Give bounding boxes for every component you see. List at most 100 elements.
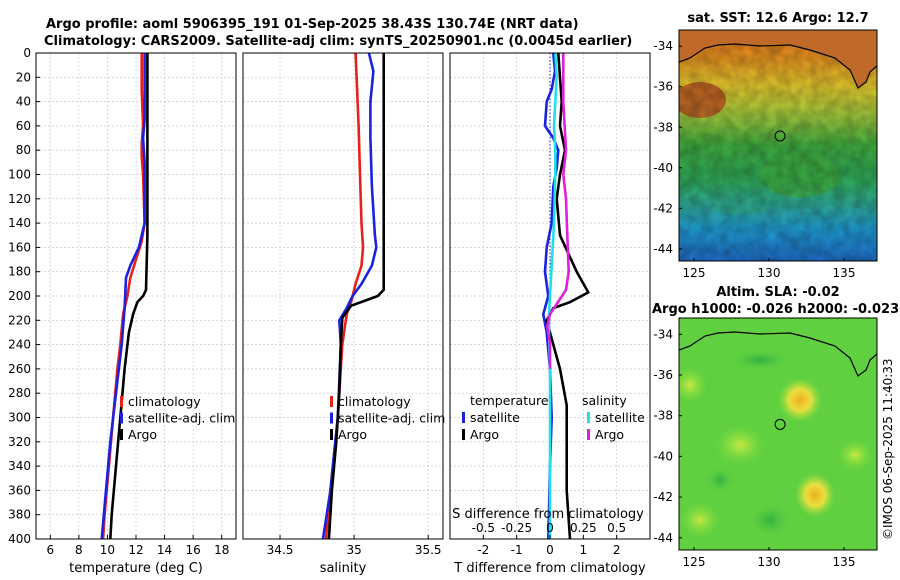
legend-swatch [330, 412, 333, 424]
y-tick-label: 100 [8, 168, 31, 182]
x-tick-label: 10 [100, 543, 115, 557]
sla-map: Altim. SLA: -0.02 Argo h1000: -0.026 h20… [652, 285, 899, 569]
sst-argo-marker [774, 130, 786, 142]
x-tick-label-top: 0.5 [607, 521, 626, 535]
plot-frame [242, 52, 444, 540]
legend-swatch [462, 429, 465, 440]
x-tick-label: 2 [613, 543, 621, 557]
x-tick-label: 1 [580, 543, 588, 557]
legend-label: satellite-adj. clim [338, 411, 445, 426]
x-tick-label: 16 [186, 543, 201, 557]
legend-swatch [587, 412, 590, 423]
sla-eddy [778, 378, 822, 422]
sst-coastline [679, 43, 877, 89]
y-tick-label: 80 [16, 143, 31, 157]
legend-swatch [462, 412, 465, 423]
y-tick-label: 60 [16, 119, 31, 133]
map-y-tick-label: -42 [653, 490, 673, 504]
series-line [545, 53, 571, 369]
y-tick-label: 340 [8, 459, 31, 473]
map-y-tick-label: -42 [653, 201, 673, 215]
sst-texture [679, 30, 877, 261]
imos-timestamp: ©IMOS 06-Sep-2025 11:40:33 [881, 358, 895, 540]
map-x-tick-label: 125 [683, 555, 706, 569]
x-tick-label-top: -0.5 [472, 521, 495, 535]
sla-eddy [680, 502, 720, 538]
map-y-tick-label: -40 [653, 161, 673, 175]
sla-map-axes: 125 130 135 -34 -36 -38 -40 -42 -44 [653, 327, 855, 569]
x-axis-label: T difference from climatology [453, 561, 646, 576]
figure-title-line2: Climatology: CARS2009. Satellite-adj cli… [44, 34, 632, 49]
map-y-tick-label: -36 [653, 368, 673, 382]
map-y-tick-label: -44 [653, 242, 673, 256]
legend-label: Argo [470, 427, 499, 442]
figure-title-line1: Argo profile: aoml 5906395_191 01-Sep-20… [46, 17, 579, 32]
x-tick-label-top: 0.25 [570, 521, 597, 535]
legend-label: climatology [338, 394, 411, 409]
y-tick-label: 360 [8, 483, 31, 497]
sst-map-title: sat. SST: 12.6 Argo: 12.7 [687, 11, 868, 26]
legend-swatch [120, 429, 123, 440]
legend-label: satellite-adj. clim [128, 411, 235, 426]
legend-swatch [120, 396, 123, 407]
x-tick-label: 6 [46, 543, 54, 557]
difference-panel: -2 -1 0 1 2 T difference from climatology temp… [449, 52, 651, 576]
series-line [100, 53, 146, 540]
map-x-tick-label: 135 [833, 266, 856, 280]
map-y-tick-label: -36 [653, 80, 673, 94]
sla-coastline [679, 331, 877, 377]
sla-map-frame [678, 317, 878, 551]
y-tick-label: 380 [8, 508, 31, 522]
series-line [109, 53, 149, 540]
map-y-tick-label: -40 [653, 449, 673, 463]
x-axis-label-top: S difference from climatology [452, 507, 644, 522]
x-tick-label: 12 [128, 543, 143, 557]
sla-eddy [679, 367, 708, 403]
sla-argo-marker [774, 418, 786, 430]
legend-label: satellite [470, 410, 520, 425]
sla-eddy [750, 504, 790, 536]
y-tick-label: 240 [8, 338, 31, 352]
sst-map-frame [678, 29, 878, 262]
y-tick-label: 180 [8, 265, 31, 279]
legend-swatch [330, 429, 333, 440]
legend-title-temperature: temperature [470, 393, 549, 408]
sla-map-title-line2: Argo h1000: -0.026 h2000: -0.023 [652, 302, 899, 317]
sla-eddy [715, 425, 765, 465]
legend-title-salinity: salinity [582, 393, 627, 408]
map-x-tick-label: 130 [758, 555, 781, 569]
x-tick-label: 8 [75, 543, 83, 557]
x-tick-label: 35 [346, 543, 361, 557]
x-tick-label: 34.5 [267, 543, 294, 557]
grid [243, 52, 443, 540]
map-x-tick-label: 125 [683, 266, 706, 280]
grid [36, 52, 236, 540]
y-tick-label: 20 [16, 70, 31, 84]
legend-swatch [330, 396, 333, 407]
sla-map-title-line1: Altim. SLA: -0.02 [716, 285, 839, 300]
y-tick-label: 200 [8, 289, 31, 303]
legend-label: Argo [128, 427, 157, 442]
legend-swatch [120, 412, 123, 424]
sst-map: sat. SST: 12.6 Argo: 12.7 125 130 135 -34 -3… [653, 11, 878, 280]
x-tick-label: -1 [511, 543, 523, 557]
y-tick-label: 140 [8, 216, 31, 230]
temperature-panel: 6 8 10 12 14 16 18 temperature (deg C) 0 20 40 60 80… [8, 46, 237, 576]
salinity-panel: 34.5 35 35.5 salinity climatology satellite-a… [242, 52, 445, 576]
x-tick-label-top: 0 [546, 521, 554, 535]
series-line [545, 52, 590, 540]
sla-eddy [837, 439, 873, 471]
series-line [547, 52, 559, 539]
legend-label: Argo [338, 427, 367, 442]
y-tick-label: 300 [8, 411, 31, 425]
x-axis-label: temperature (deg C) [69, 561, 203, 576]
map-x-tick-label: 130 [758, 266, 781, 280]
sst-land [679, 30, 877, 88]
map-x-tick-label: 135 [833, 555, 856, 569]
sla-eddy [730, 350, 790, 370]
x-tick-label: 18 [214, 543, 229, 557]
map-y-tick-label: -34 [653, 39, 673, 53]
legend-label: climatology [128, 394, 201, 409]
map-y-tick-label: -34 [653, 327, 673, 341]
legend-label: Argo [595, 427, 624, 442]
